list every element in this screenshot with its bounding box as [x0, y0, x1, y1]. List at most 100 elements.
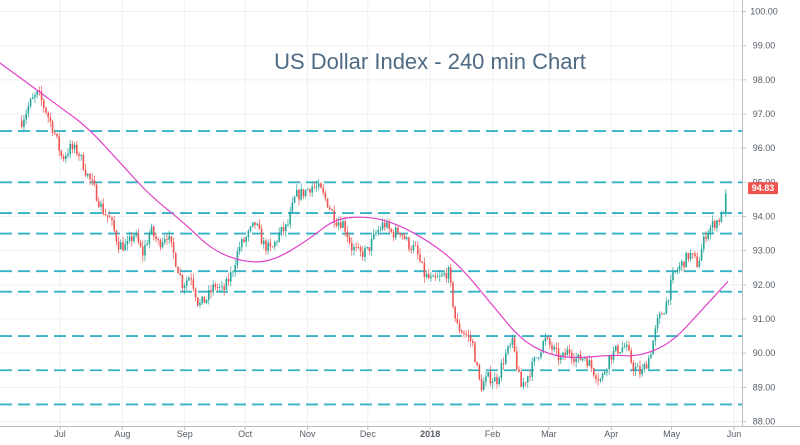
candle-body-98 [236, 251, 239, 266]
candle-body-128 [302, 189, 305, 197]
candle-body-68 [170, 236, 173, 243]
candle-body-285 [647, 357, 650, 369]
candle-body-105 [251, 222, 254, 227]
candle-body-3 [27, 106, 30, 114]
candle-body-131 [309, 189, 311, 193]
candle-body-139 [326, 198, 329, 208]
candle-body-0 [20, 120, 23, 127]
candle-body-204 [469, 336, 472, 341]
candle-body-276 [628, 344, 630, 351]
candle-body-118 [280, 226, 283, 233]
candle-body-13 [49, 117, 52, 122]
candle-body-106 [254, 222, 256, 225]
candle-body-296 [672, 271, 674, 280]
candle-body-69 [172, 242, 175, 254]
candle-body-226 [518, 369, 520, 372]
candle-body-63 [159, 240, 162, 248]
candle-body-44 [117, 241, 120, 250]
candle-body-229 [524, 382, 527, 384]
candle-body-241 [551, 345, 553, 350]
candle-body-43 [115, 230, 118, 242]
candle-body-150 [350, 243, 353, 251]
candle-body-145 [339, 222, 342, 228]
candle-body-300 [680, 261, 683, 266]
candle-body-228 [522, 382, 525, 387]
y-tick-label-11: 99.00 [753, 41, 776, 51]
chart-title: US Dollar Index - 240 min Chart [274, 49, 586, 74]
candle-body-119 [282, 226, 285, 232]
candle-body-221 [507, 346, 509, 354]
candle-body-97 [234, 265, 236, 272]
candle-body-216 [496, 377, 498, 384]
candle-body-306 [694, 253, 696, 257]
candle-body-74 [183, 285, 186, 289]
candle-body-235 [537, 357, 540, 359]
candle-body-91 [221, 286, 223, 288]
candle-body-208 [478, 364, 481, 380]
candle-body-194 [447, 267, 450, 279]
candle-body-162 [377, 230, 379, 233]
candle-body-18 [60, 150, 63, 157]
candle-body-312 [707, 233, 709, 239]
candle-body-10 [42, 100, 45, 108]
candle-body-298 [676, 270, 679, 272]
y-tick-label-10: 98.00 [753, 75, 776, 85]
candle-body-83 [203, 296, 206, 303]
candle-body-244 [557, 348, 560, 361]
candle-body-1 [23, 119, 25, 127]
x-tick-label-6: 2018 [420, 429, 440, 439]
candle-body-277 [630, 350, 632, 363]
candle-body-251 [573, 358, 575, 362]
candle-body-287 [652, 340, 654, 355]
candle-body-175 [405, 237, 408, 240]
candle-body-31 [89, 173, 91, 180]
candle-body-56 [144, 245, 146, 256]
candle-body-290 [658, 313, 661, 319]
candle-body-110 [262, 240, 265, 245]
candle-body-314 [711, 221, 714, 228]
candle-body-283 [643, 364, 646, 370]
candle-body-96 [232, 271, 234, 273]
candle-body-213 [489, 372, 492, 384]
y-tick-label-4: 92.00 [753, 280, 776, 290]
candle-body-29 [84, 170, 87, 176]
candle-body-273 [621, 347, 624, 353]
candle-body-190 [438, 275, 441, 277]
candle-body-147 [344, 221, 346, 232]
candle-body-79 [194, 288, 197, 298]
candle-body-303 [687, 252, 690, 260]
candle-body-20 [64, 155, 67, 160]
candle-body-222 [509, 344, 511, 347]
candle-body-191 [441, 274, 443, 276]
candle-body-242 [553, 347, 555, 350]
candle-body-66 [166, 239, 168, 240]
candle-body-143 [335, 222, 338, 226]
candle-body-71 [177, 266, 179, 274]
candle-body-257 [586, 358, 588, 366]
candle-body-163 [379, 229, 382, 231]
candle-body-317 [718, 220, 720, 222]
candle-body-90 [218, 286, 221, 288]
candle-body-30 [86, 173, 89, 176]
candle-body-260 [592, 368, 595, 376]
candle-body-142 [333, 210, 335, 223]
candle-body-7 [36, 90, 38, 95]
candle-body-180 [416, 245, 419, 255]
candle-body-236 [540, 352, 542, 358]
candle-body-28 [82, 154, 85, 171]
candle-body-53 [137, 233, 140, 243]
candle-body-245 [559, 357, 562, 361]
candle-body-167 [388, 221, 390, 229]
candle-body-154 [359, 247, 362, 252]
candle-body-205 [471, 340, 474, 343]
candle-body-289 [656, 318, 659, 329]
candle-body-203 [467, 334, 470, 337]
candle-body-217 [498, 377, 500, 384]
candle-body-172 [399, 232, 401, 235]
candle-body-200 [460, 330, 463, 333]
candle-body-198 [456, 318, 459, 324]
candle-body-225 [515, 351, 518, 370]
candle-body-58 [148, 233, 151, 244]
candle-body-166 [386, 221, 388, 228]
